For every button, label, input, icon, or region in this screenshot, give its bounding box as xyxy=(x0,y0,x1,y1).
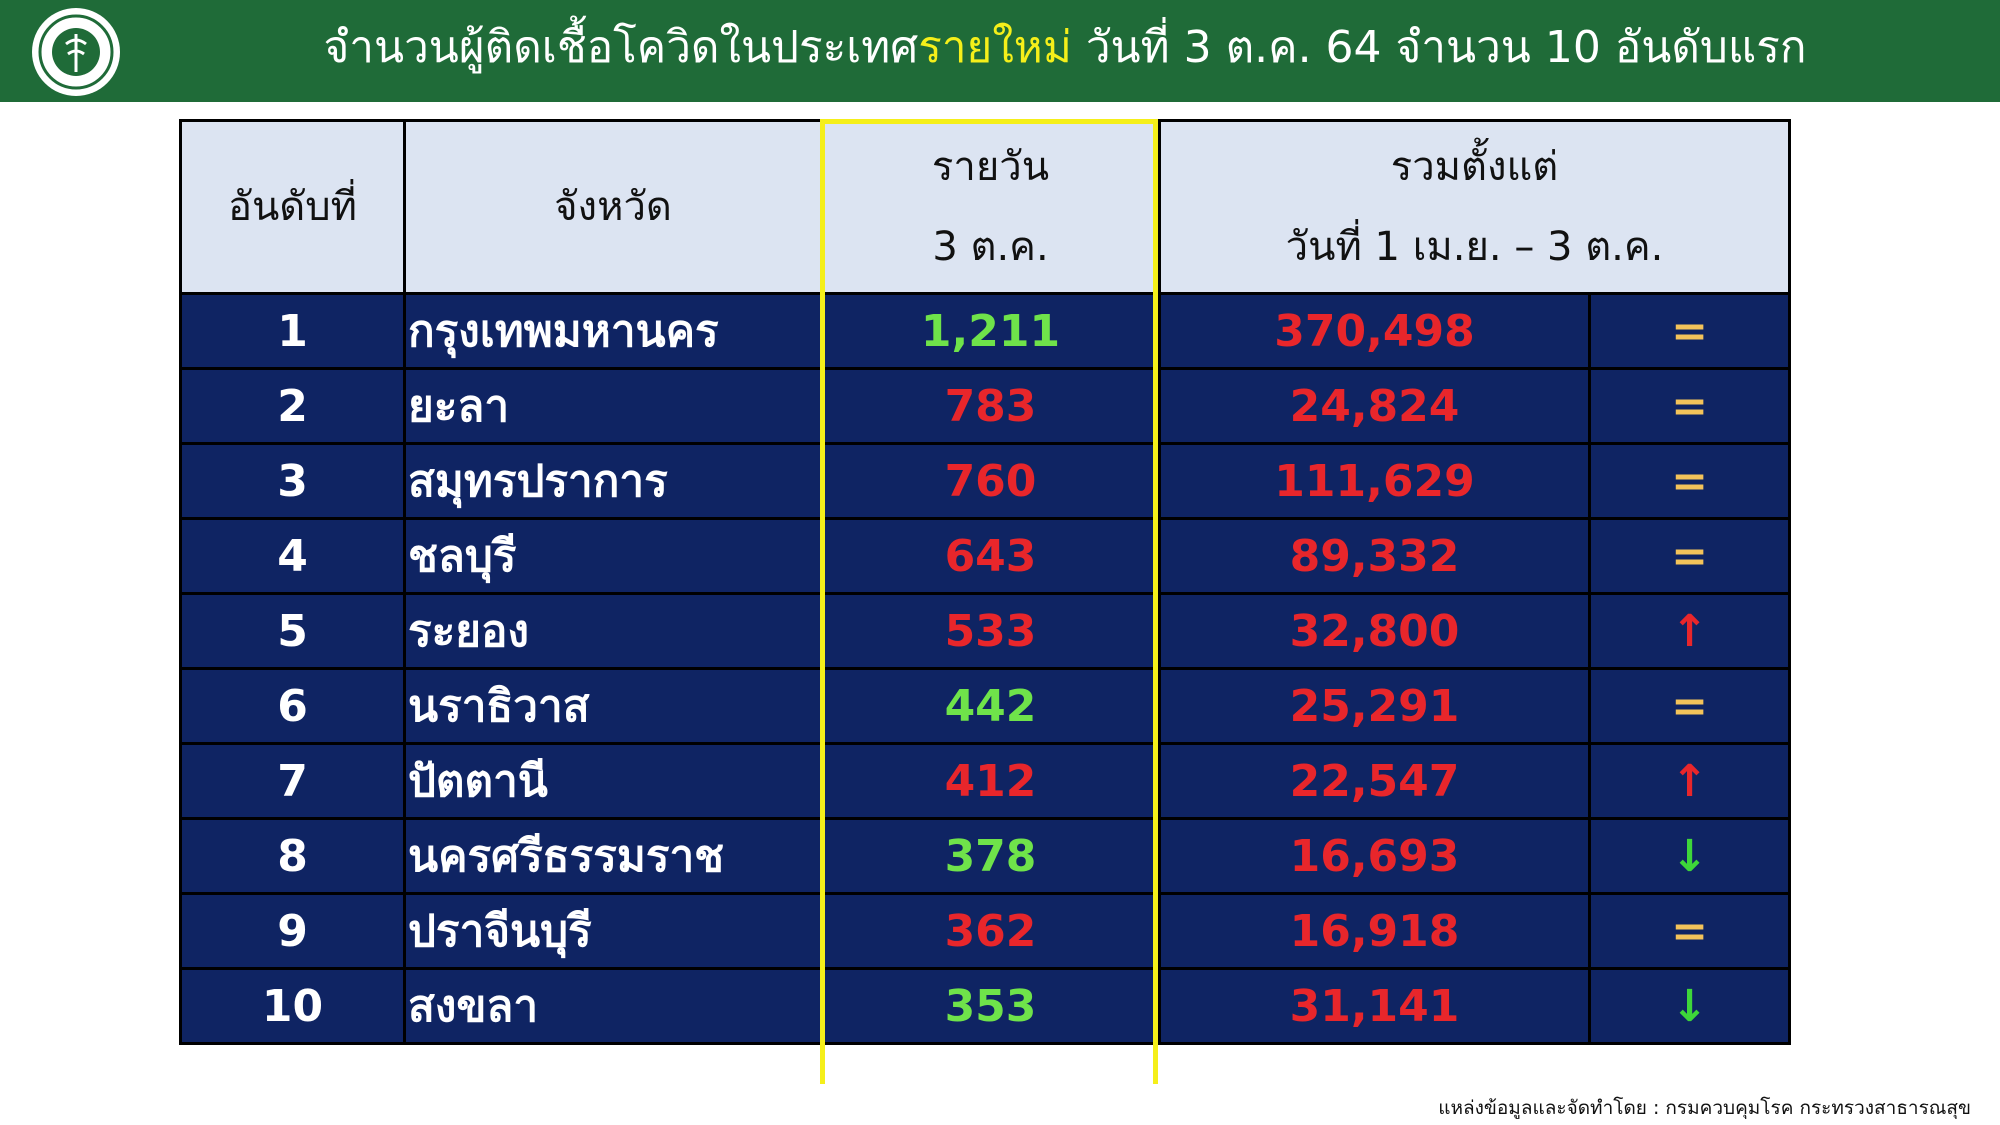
rank: 6 xyxy=(179,667,406,745)
column-header: รวมตั้งแต่วันที่ 1 เม.ย. – 3 ต.ค. xyxy=(1158,119,1791,295)
total-cases: 25,291 xyxy=(1158,667,1591,745)
rank: 2 xyxy=(179,367,406,445)
province: ปัตตานี xyxy=(403,742,823,820)
total-cases: 31,141 xyxy=(1158,967,1591,1045)
total-cases: 16,693 xyxy=(1158,817,1591,895)
trend: = xyxy=(1588,442,1791,520)
rank: 5 xyxy=(179,592,406,670)
daily-cases: 412 xyxy=(820,742,1161,820)
table-row: 3 สมุทรปราการ 760 111,629 = xyxy=(179,442,1791,520)
total-cases: 370,498 xyxy=(1158,292,1591,370)
daily-cases: 783 xyxy=(820,367,1161,445)
rank: 4 xyxy=(179,517,406,595)
rank: 7 xyxy=(179,742,406,820)
daily-cases: 1,211 xyxy=(820,292,1161,370)
daily-cases: 353 xyxy=(820,967,1161,1045)
rank: 9 xyxy=(179,892,406,970)
total-cases: 16,918 xyxy=(1158,892,1591,970)
header-line: 3 ต.ค. xyxy=(932,224,1049,270)
daily-cases: 533 xyxy=(820,592,1161,670)
header-line: จังหวัด xyxy=(554,184,672,230)
daily-cases: 378 xyxy=(820,817,1161,895)
province: ยะลา xyxy=(403,367,823,445)
title-part: จำนวนผู้ติดเชื้อโควิดในประเทศ xyxy=(323,22,919,73)
column-header: จังหวัด xyxy=(403,119,823,295)
rank: 8 xyxy=(179,817,406,895)
province: สงขลา xyxy=(403,967,823,1045)
total-cases: 111,629 xyxy=(1158,442,1591,520)
header-line: รายวัน xyxy=(931,144,1050,190)
header-line: รวมตั้งแต่ xyxy=(1390,144,1559,190)
province: สมุทรปราการ xyxy=(403,442,823,520)
header-line: อันดับที่ xyxy=(227,184,358,230)
title-part: รายใหม่ xyxy=(918,22,1072,73)
header-line: วันที่ 1 เม.ย. – 3 ต.ค. xyxy=(1285,224,1664,270)
column-header: รายวัน 3 ต.ค. xyxy=(820,119,1161,295)
table-row: 10 สงขลา 353 31,141 ↓ xyxy=(179,967,1791,1045)
province: กรุงเทพมหานคร xyxy=(403,292,823,370)
header-bar: จำนวนผู้ติดเชื้อโควิดในประเทศรายใหม่ วัน… xyxy=(0,0,2000,102)
trend: ↓ xyxy=(1588,817,1791,895)
table-row: 2 ยะลา 783 24,824 = xyxy=(179,367,1791,445)
province: นราธิวาส xyxy=(403,667,823,745)
table-row: 6 นราธิวาส 442 25,291 = xyxy=(179,667,1791,745)
trend: = xyxy=(1588,367,1791,445)
title-part: วันที่ 3 ต.ค. 64 จำนวน 10 อันดับแรก xyxy=(1071,22,1807,73)
province: ชลบุรี xyxy=(403,517,823,595)
rank: 1 xyxy=(179,292,406,370)
province: ปราจีนบุรี xyxy=(403,892,823,970)
trend: ↑ xyxy=(1588,592,1791,670)
province: ระยอง xyxy=(403,592,823,670)
province: นครศรีธรรมราช xyxy=(403,817,823,895)
table-row: 8 นครศรีธรรมราช 378 16,693 ↓ xyxy=(179,817,1791,895)
rank: 10 xyxy=(179,967,406,1045)
trend: = xyxy=(1588,517,1791,595)
table-row: 5 ระยอง 533 32,800 ↑ xyxy=(179,592,1791,670)
ranking-table: อันดับที่ จังหวัด รายวัน 3 ต.ค. รวมตั้งแต่วั… xyxy=(179,119,1791,1045)
trend: = xyxy=(1588,892,1791,970)
title: จำนวนผู้ติดเชื้อโควิดในประเทศรายใหม่ วัน… xyxy=(140,0,1990,102)
table-row: 9 ปราจีนบุรี 362 16,918 = xyxy=(179,892,1791,970)
trend: = xyxy=(1588,292,1791,370)
total-cases: 22,547 xyxy=(1158,742,1591,820)
trend: = xyxy=(1588,667,1791,745)
daily-cases: 362 xyxy=(820,892,1161,970)
trend: ↑ xyxy=(1588,742,1791,820)
daily-cases: 760 xyxy=(820,442,1161,520)
rank: 3 xyxy=(179,442,406,520)
table-row: 4 ชลบุรี 643 89,332 = xyxy=(179,517,1791,595)
total-cases: 32,800 xyxy=(1158,592,1591,670)
table-row: 7 ปัตตานี 412 22,547 ↑ xyxy=(179,742,1791,820)
total-cases: 24,824 xyxy=(1158,367,1591,445)
daily-cases: 442 xyxy=(820,667,1161,745)
column-header: อันดับที่ xyxy=(179,119,406,295)
total-cases: 89,332 xyxy=(1158,517,1591,595)
source-note: แหล่งข้อมูลและจัดทำโดย : กรมควบคุมโรค กร… xyxy=(1438,1097,1971,1119)
daily-cases: 643 xyxy=(820,517,1161,595)
trend: ↓ xyxy=(1588,967,1791,1045)
logo xyxy=(32,8,120,96)
table-row: 1 กรุงเทพมหานคร 1,211 370,498 = xyxy=(179,292,1791,370)
